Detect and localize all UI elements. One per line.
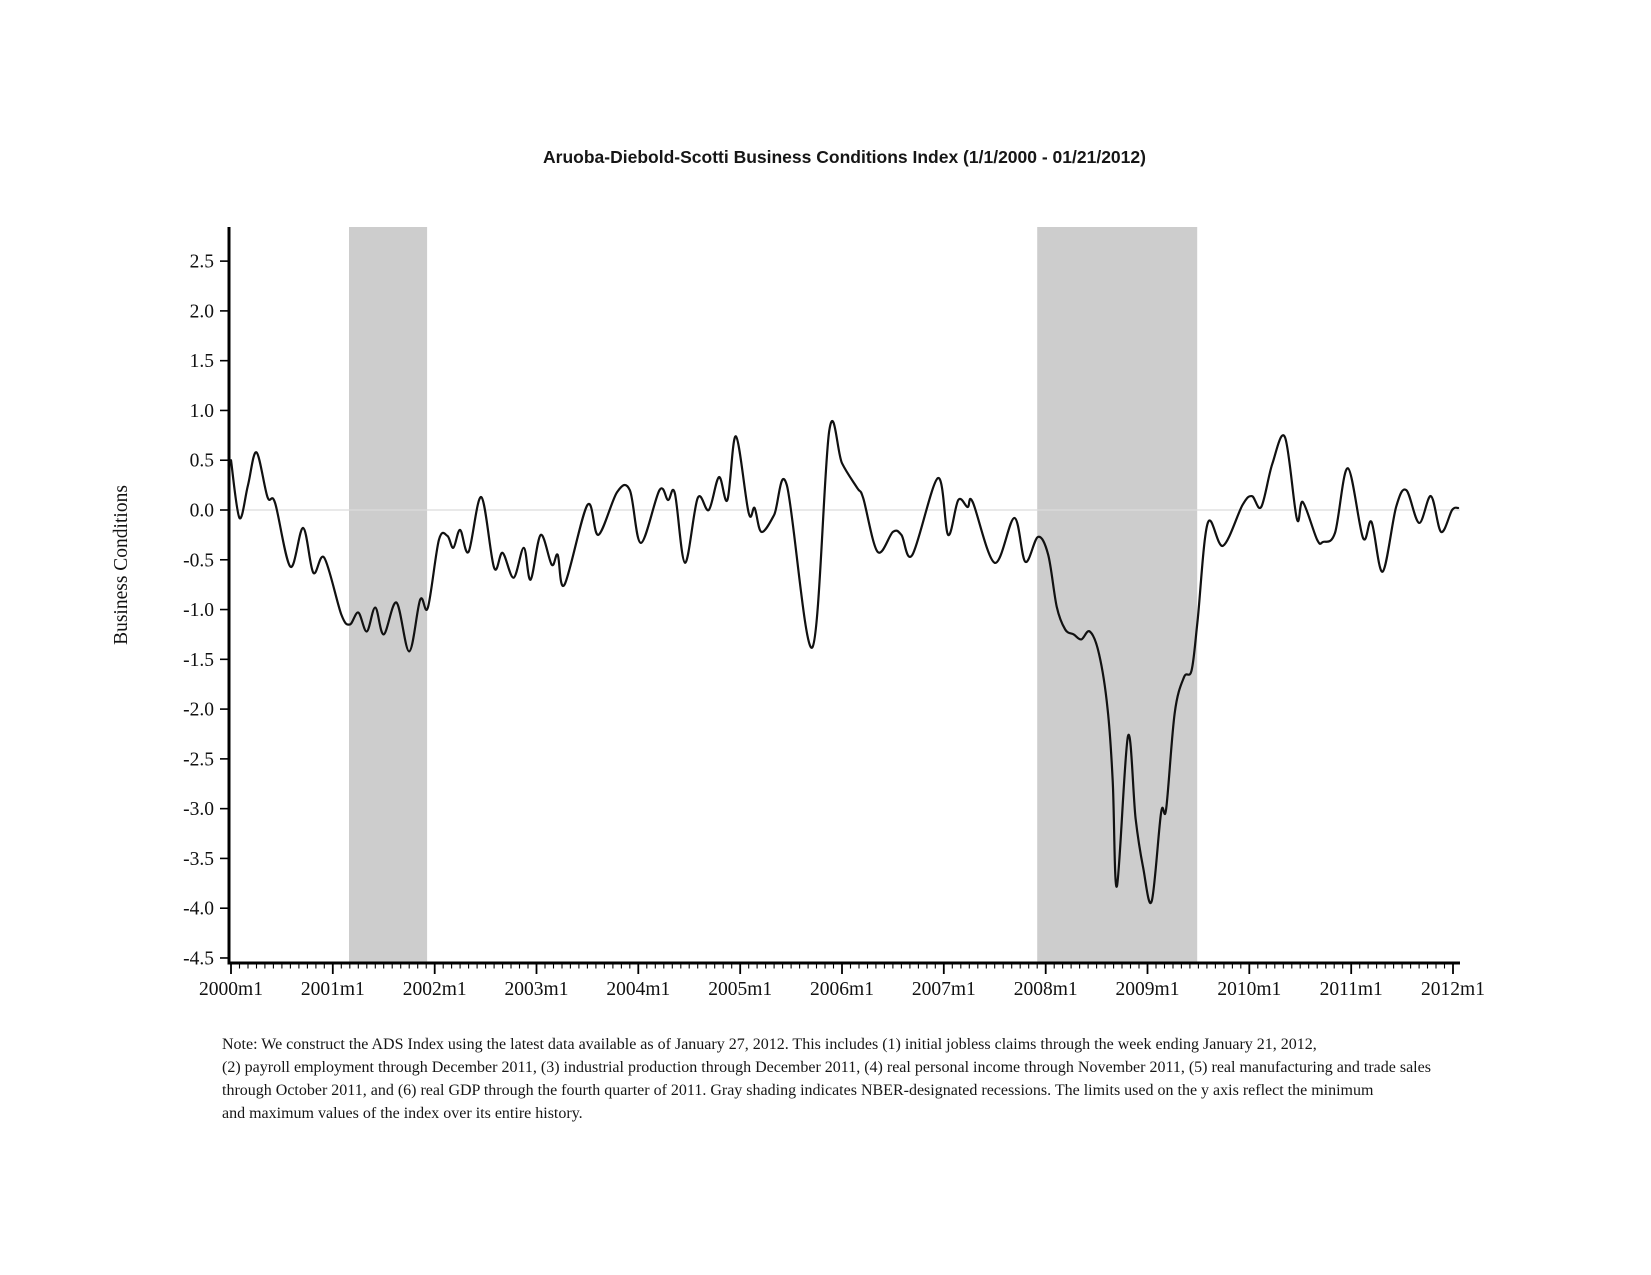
x-tick-label: 2005m1 (708, 979, 772, 1000)
y-tick-label: -0.5 (183, 550, 214, 571)
x-tick-label: 2012m1 (1421, 979, 1485, 1000)
recession-band (1037, 227, 1198, 963)
x-tick-label: 2003m1 (505, 979, 569, 1000)
x-tick-label: 2007m1 (912, 979, 976, 1000)
footnote: Note: We construct the ADS Index using t… (222, 1033, 1522, 1125)
x-tick-label: 2009m1 (1116, 979, 1180, 1000)
footnote-line-4: and maximum values of the index over its… (222, 1105, 583, 1122)
y-tick-label: -1.5 (183, 650, 214, 671)
y-tick-label: -2.0 (183, 700, 214, 721)
y-tick-label: -4.5 (183, 948, 214, 969)
y-tick-label: -1.0 (183, 600, 214, 621)
y-tick-label: -4.0 (183, 899, 214, 920)
x-tick-label: 2000m1 (199, 979, 263, 1000)
footnote-line-1: Note: We construct the ADS Index using t… (222, 1036, 1317, 1053)
x-tick-label: 2004m1 (606, 979, 670, 1000)
y-tick-label: 2.0 (190, 301, 214, 322)
footnote-line-2: (2) payroll employment through December … (222, 1059, 1431, 1076)
y-tick-label: -3.5 (183, 849, 214, 870)
y-tick-label: 0.5 (190, 451, 214, 472)
y-tick-label: 1.0 (190, 401, 214, 422)
x-tick-label: 2008m1 (1014, 979, 1078, 1000)
x-tick-label: 2006m1 (810, 979, 874, 1000)
y-tick-label: 1.5 (190, 351, 214, 372)
y-tick-label: 2.5 (190, 252, 214, 273)
x-tick-label: 2010m1 (1217, 979, 1281, 1000)
chart-title: Aruoba-Diebold-Scotti Business Condition… (543, 147, 1146, 167)
x-tick-label: 2002m1 (403, 979, 467, 1000)
y-tick-label: -3.0 (183, 799, 214, 820)
y-tick-label: -2.5 (183, 749, 214, 770)
ads-index-series-line (229, 420, 1460, 905)
x-tick-label: 2011m1 (1320, 979, 1383, 1000)
x-tick-label: 2001m1 (301, 979, 365, 1000)
y-tick-label: 0.0 (190, 501, 214, 522)
footnote-line-3: through October 2011, and (6) real GDP t… (222, 1082, 1374, 1099)
recession-band (349, 227, 428, 963)
